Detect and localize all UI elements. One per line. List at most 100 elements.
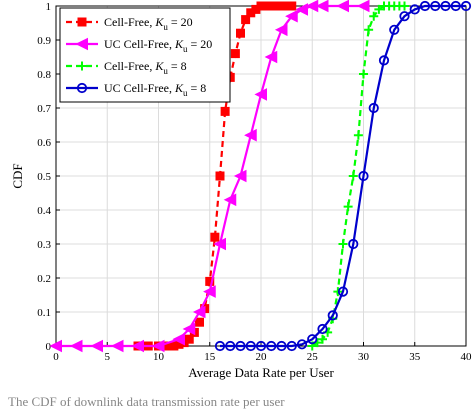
data-point — [440, 0, 451, 12]
data-point — [400, 1, 409, 11]
data-point — [450, 0, 461, 12]
data-point — [172, 332, 185, 346]
data-point — [264, 50, 278, 64]
data-point — [192, 305, 206, 319]
data-point — [213, 237, 226, 251]
data-point — [358, 170, 369, 182]
x-tick-label: 40 — [461, 351, 473, 363]
data-point — [333, 287, 343, 297]
data-point — [244, 128, 257, 142]
data-point — [245, 340, 256, 352]
grid — [55, 5, 467, 347]
legend-label: UC Cell-Free, Ku = 20 — [104, 37, 212, 54]
y-tick-label: 0.6 — [37, 137, 51, 149]
legend-box — [59, 7, 231, 103]
data-point — [203, 285, 216, 298]
x-tick-label: 0 — [53, 351, 59, 363]
data-point — [364, 25, 374, 35]
series-4 — [214, 0, 472, 352]
legend-item: Cell-Free, Ku = 20 — [66, 15, 193, 32]
data-point — [348, 238, 359, 250]
legend-label: Cell-Free, Ku = 8 — [104, 59, 187, 76]
data-point — [215, 171, 225, 181]
data-point — [356, 0, 370, 13]
data-point — [359, 69, 368, 79]
figure-caption: The CDF of downlink data transmission ra… — [8, 394, 285, 409]
data-point — [389, 24, 400, 35]
legend: Cell-Free, Ku = 20 UC Cell-Free, Ku = 20 C… — [59, 7, 231, 103]
data-point — [230, 49, 240, 59]
y-tick-label: 0.8 — [37, 69, 51, 81]
y-axis-label: CDF — [10, 163, 25, 188]
data-point — [338, 239, 348, 249]
cdf-chart: 0 5 10 15 20 25 30 35 40 0 0.1 0.2 0.3 0.4 0.5 0.6 0.7 0.… — [10, 0, 473, 380]
data-point — [353, 130, 363, 140]
data-point — [378, 55, 390, 66]
legend-marker — [76, 82, 88, 94]
data-point — [368, 102, 379, 114]
y-tick-label: 0 — [46, 341, 52, 353]
legend-marker — [77, 17, 87, 27]
data-point — [307, 334, 318, 345]
data-point — [110, 339, 124, 353]
data-point — [210, 232, 220, 242]
data-point — [348, 171, 358, 181]
data-point — [90, 339, 103, 353]
x-tick-label: 5 — [105, 351, 111, 363]
data-point — [266, 340, 277, 352]
data-point — [182, 322, 196, 336]
y-tick-label: 0.9 — [37, 35, 51, 47]
y-tick-label: 0.1 — [37, 307, 51, 319]
x-tick-label: 15 — [204, 351, 216, 363]
data-point — [225, 340, 236, 352]
data-point — [369, 11, 379, 21]
data-point — [327, 310, 338, 321]
data-point — [336, 0, 349, 13]
data-point — [315, 0, 329, 13]
legend-marker — [75, 37, 88, 51]
data-point — [236, 28, 245, 38]
x-tick-label: 30 — [358, 351, 370, 363]
data-point — [399, 11, 410, 22]
data-point — [343, 202, 353, 212]
data-point — [131, 339, 144, 353]
data-point — [318, 334, 327, 344]
data-point — [49, 339, 62, 353]
data-point — [295, 3, 308, 16]
data-point — [460, 0, 472, 12]
data-point — [214, 340, 226, 352]
data-point — [409, 4, 420, 15]
series-2 — [49, 0, 370, 353]
y-tick-label: 0.3 — [37, 239, 51, 251]
legend-label: UC Cell-Free, Ku = 8 — [104, 81, 206, 98]
x-tick-label: 25 — [307, 351, 319, 363]
x-tick-label: 20 — [256, 351, 268, 363]
legend-marker — [77, 61, 87, 71]
data-point — [235, 340, 246, 352]
y-tick-label: 0.4 — [37, 205, 51, 217]
data-point — [255, 340, 267, 352]
data-point — [69, 339, 83, 353]
data-point — [374, 4, 384, 14]
x-tick-label: 35 — [409, 351, 421, 363]
legend-item: UC Cell-Free, Ku = 8 — [66, 81, 206, 98]
data-point — [274, 23, 288, 37]
data-point — [286, 340, 297, 352]
legend-item: Cell-Free, Ku = 8 — [66, 59, 187, 76]
data-point — [205, 276, 215, 286]
legend-item: UC Cell-Free, Ku = 20 — [66, 37, 212, 54]
data-point — [223, 193, 237, 207]
y-tick-label: 0.7 — [37, 103, 51, 115]
data-point — [317, 323, 328, 335]
data-point — [195, 317, 204, 327]
y-tick-label: 1 — [46, 1, 52, 13]
data-point — [241, 15, 251, 25]
y-tick-label: 0.2 — [37, 273, 51, 285]
data-point — [254, 88, 267, 101]
y-tick-label: 0.5 — [37, 171, 51, 183]
legend-label: Cell-Free, Ku = 20 — [104, 15, 193, 32]
data-point — [276, 340, 287, 352]
data-point — [285, 9, 298, 23]
data-point — [233, 169, 247, 183]
data-point — [419, 0, 431, 12]
